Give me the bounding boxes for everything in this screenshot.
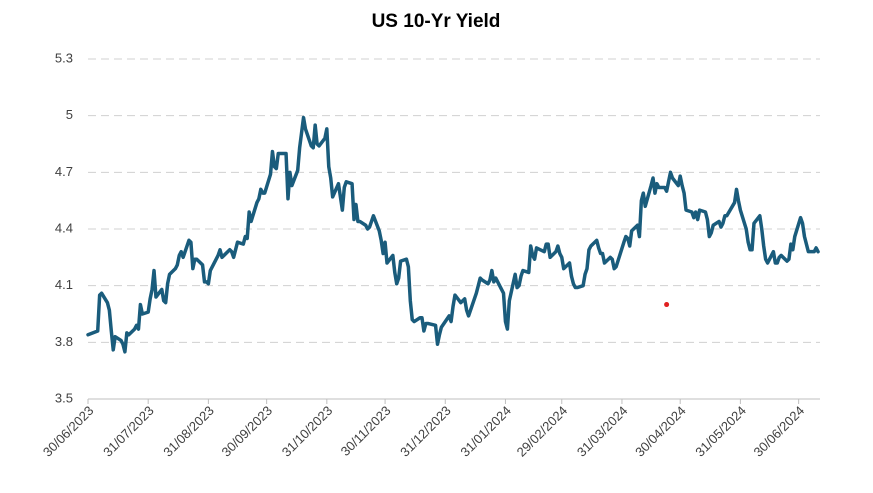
x-tick-label: 31/07/2023 xyxy=(100,403,157,460)
x-tick-label: 31/03/2024 xyxy=(574,403,631,460)
y-tick-label: 4.4 xyxy=(55,220,73,235)
x-tick-label: 30/11/2023 xyxy=(338,403,394,459)
y-tick-label: 5 xyxy=(66,107,73,122)
x-tick-label: 31/01/2024 xyxy=(457,403,514,460)
y-tick-label: 4.7 xyxy=(55,164,73,179)
marker-dot xyxy=(664,302,670,308)
yield-line xyxy=(86,115,820,354)
x-tick-label: 30/09/2023 xyxy=(219,403,276,460)
x-tick-label: 30/06/2023 xyxy=(40,403,97,460)
y-tick-label: 5.3 xyxy=(55,50,73,65)
x-tick-label: 31/10/2023 xyxy=(279,403,336,460)
x-tick-label: 31/05/2024 xyxy=(692,403,749,460)
chart-title: US 10-Yr Yield xyxy=(372,11,501,32)
x-tick-label: 29/02/2024 xyxy=(514,403,571,460)
x-tick-label: 31/12/2023 xyxy=(397,403,454,460)
y-tick-label: 4.1 xyxy=(55,277,73,292)
x-tick-label: 30/06/2024 xyxy=(751,403,808,460)
x-tick-label: 31/08/2023 xyxy=(160,403,217,460)
y-tick-label: 3.8 xyxy=(55,334,73,349)
x-tick-label: 30/04/2024 xyxy=(632,403,689,460)
y-tick-label: 3.5 xyxy=(55,390,73,405)
